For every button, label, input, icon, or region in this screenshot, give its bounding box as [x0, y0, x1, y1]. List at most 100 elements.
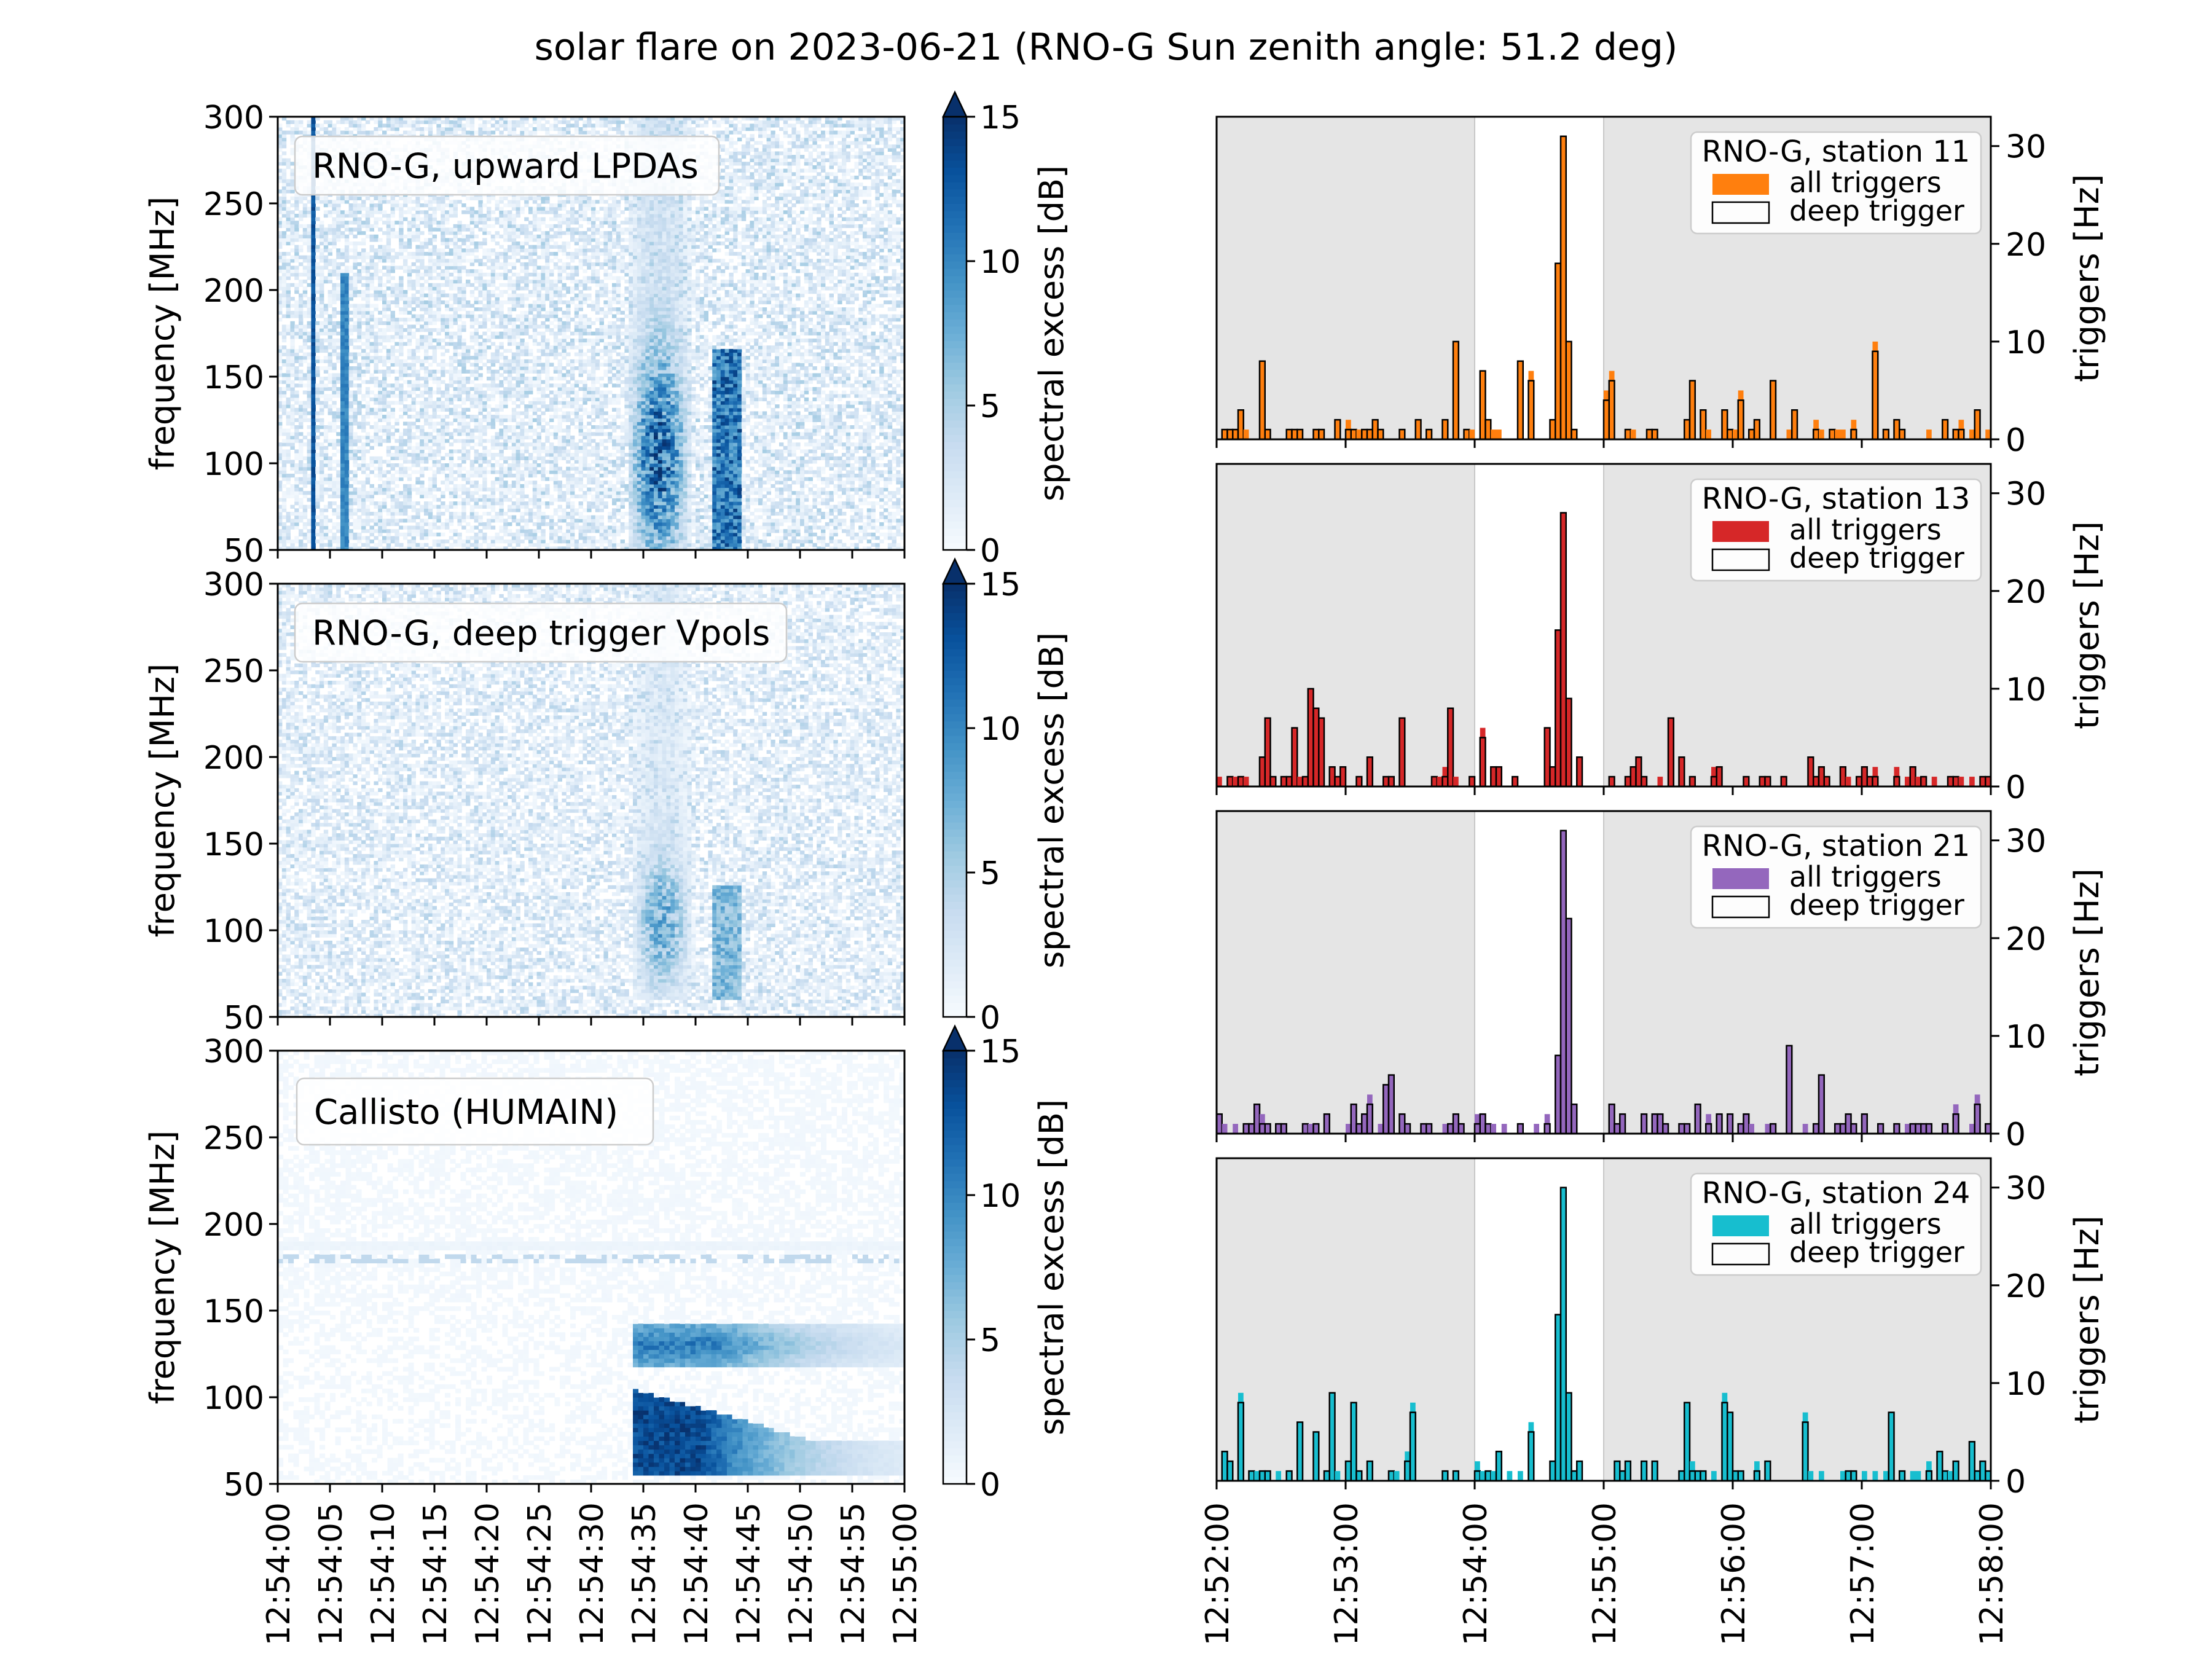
spectrogram-cell	[340, 404, 345, 408]
spectrogram-cell	[357, 533, 361, 536]
spectrogram-cell	[315, 491, 320, 495]
spectrogram-cell	[403, 210, 407, 214]
spectrogram-cell	[345, 501, 349, 505]
spectrogram-cell	[394, 300, 399, 304]
spectrogram-cell	[336, 353, 340, 356]
spectrogram-cell	[394, 127, 399, 131]
spectrogram-cell	[357, 404, 361, 408]
spectrogram-cell	[336, 131, 340, 135]
spectrogram-cell	[307, 529, 312, 533]
spectrogram-cell	[328, 474, 332, 477]
spectrogram-cell	[349, 508, 353, 512]
spectrogram-cell	[336, 339, 340, 342]
spectrogram-cell	[382, 401, 386, 404]
spectrogram-cell	[290, 172, 294, 176]
spectrogram-cell	[349, 495, 353, 498]
spectrogram-cell	[366, 356, 370, 359]
spectrogram-cell	[320, 276, 324, 280]
spectrogram-cell	[407, 519, 412, 522]
spectrogram-cell	[328, 377, 332, 380]
spectrogram-cell	[345, 477, 349, 481]
spectrogram-cell	[340, 418, 345, 422]
spectrogram-cell	[382, 505, 386, 509]
spectrogram-cell	[320, 394, 324, 398]
spectrogram-cell	[386, 394, 391, 398]
spectrogram-cell	[366, 339, 370, 342]
spectrogram-cell	[374, 501, 378, 505]
spectrogram-cell	[345, 373, 349, 377]
spectrogram-cell	[282, 286, 286, 290]
spectrogram-cell	[336, 543, 340, 547]
spectrogram-cell	[391, 321, 395, 325]
spectrogram-cell	[399, 283, 403, 287]
spectrogram-cell	[324, 200, 328, 203]
spectrogram-cell	[353, 526, 357, 530]
spectrogram-cell	[353, 377, 357, 380]
spectrogram-cell	[315, 401, 320, 404]
spectrogram-cell	[394, 207, 399, 211]
spectrogram-cell	[328, 442, 332, 446]
spectrogram-cell	[353, 200, 357, 203]
spectrogram-cell	[382, 339, 386, 342]
spectrogram-cell	[286, 480, 291, 484]
spectrogram-cell	[311, 380, 315, 384]
spectrogram-cell	[282, 176, 286, 179]
spectrogram-cell	[370, 294, 374, 297]
spectrogram-cell	[311, 345, 315, 349]
spectrogram-cell	[324, 366, 328, 370]
spectrogram-cell	[386, 391, 391, 394]
spectrogram-cell	[386, 480, 391, 484]
spectrogram-cell	[311, 495, 315, 498]
spectrogram-cell	[407, 324, 412, 328]
spectrogram-cell	[290, 131, 294, 135]
spectrogram-cell	[399, 332, 403, 335]
spectrogram-cell	[294, 359, 299, 363]
spectrogram-cell	[315, 394, 320, 398]
spectrogram-cell	[340, 314, 345, 318]
spectrogram-cell	[320, 231, 324, 235]
spectrogram-cell	[407, 297, 412, 300]
spectrogram-cell	[332, 221, 336, 224]
spectrogram-cell	[332, 321, 336, 325]
spectrogram-cell	[386, 366, 391, 370]
spectrogram-cell	[345, 470, 349, 474]
spectrogram-cell	[382, 429, 386, 433]
spectrogram-cell	[366, 328, 370, 332]
spectrogram-cell	[282, 182, 286, 186]
spectrogram-cell	[382, 460, 386, 463]
spectrogram-cell	[303, 495, 307, 498]
spectrogram-cell	[290, 366, 294, 370]
spectrogram-cell	[340, 328, 345, 332]
spectrogram-cell	[282, 335, 286, 339]
spectrogram-cell	[357, 324, 361, 328]
spectrogram-cell	[378, 539, 382, 543]
spectrogram-cell	[382, 321, 386, 325]
spectrogram-cell	[294, 408, 299, 412]
spectrogram-cell	[349, 418, 353, 422]
spectrogram-cell	[366, 262, 370, 266]
spectrogram-cell	[386, 460, 391, 463]
spectrogram-cell	[403, 262, 407, 266]
spectrogram-cell	[394, 335, 399, 339]
spectrogram-cell	[345, 280, 349, 283]
spectrogram-cell	[391, 314, 395, 318]
spectrogram-cell	[374, 522, 378, 526]
spectrogram-cell	[303, 359, 307, 363]
spectrogram-cell	[374, 221, 378, 224]
spectrogram-cell	[407, 467, 412, 471]
spectrogram-cell	[320, 345, 324, 349]
spectrogram-cell	[386, 425, 391, 429]
spectrogram-cell	[361, 342, 366, 346]
spectrogram-cell	[374, 422, 378, 425]
spectrogram-cell	[332, 224, 336, 228]
spectrogram-cell	[407, 318, 412, 321]
spectrogram-cell	[353, 127, 357, 131]
spectrogram-cell	[407, 460, 412, 463]
spectrogram-cell	[366, 335, 370, 339]
spectrogram-cell	[361, 529, 366, 533]
spectrogram-cell	[378, 252, 382, 256]
spectrogram-cell	[324, 508, 328, 512]
spectrogram-cell	[349, 432, 353, 436]
spectrogram-cell	[328, 439, 332, 443]
spectrogram-cell	[357, 363, 361, 366]
